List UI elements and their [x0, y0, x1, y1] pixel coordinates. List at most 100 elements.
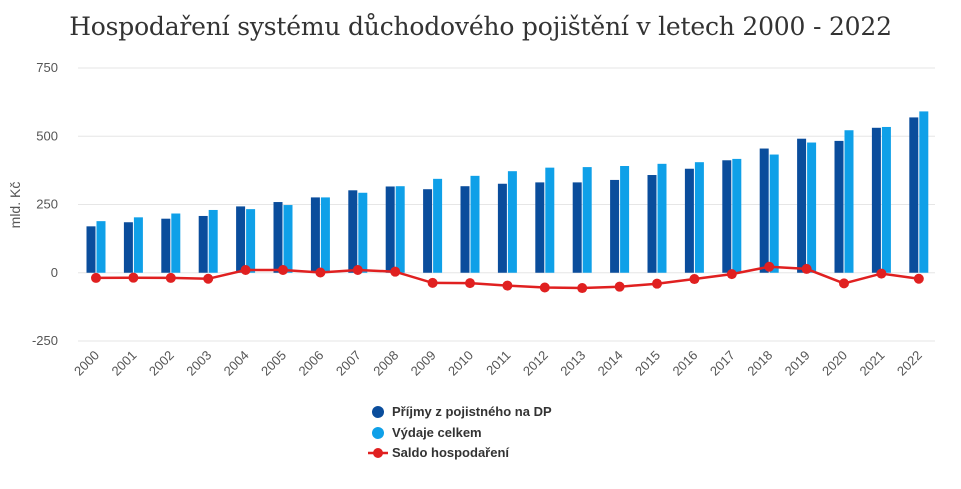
y-tick-label: -250: [32, 333, 58, 348]
saldo-point-2018: [764, 261, 775, 272]
bar-expenditure-2016: [694, 162, 704, 273]
saldo-point-2015: [652, 278, 662, 289]
bar-income-2017: [722, 160, 732, 273]
x-tick-label: 2004: [221, 348, 252, 379]
legend-marker-expenditure: [372, 427, 384, 439]
x-tick-label: 2020: [819, 348, 850, 379]
y-tick-label: 0: [51, 265, 58, 280]
saldo-point-2011: [502, 280, 513, 291]
bar-expenditure-2014: [620, 166, 630, 273]
x-tick-label: 2010: [445, 348, 476, 379]
bar-expenditure-2008: [395, 186, 405, 273]
bar-expenditure-2007: [358, 192, 368, 273]
saldo-point-2021: [876, 268, 887, 279]
x-tick-label: 2022: [894, 348, 925, 379]
bar-expenditure-2001: [133, 217, 143, 273]
x-tick-label: 2018: [744, 348, 775, 379]
bar-income-2019: [797, 138, 807, 273]
saldo-point-2016: [689, 274, 700, 285]
bar-expenditure-2012: [545, 167, 555, 273]
y-tick-label: 250: [36, 197, 58, 212]
bar-income-2013: [572, 182, 582, 273]
saldo-point-2003: [203, 273, 214, 284]
bar-income-2020: [834, 140, 844, 273]
bar-income-2016: [684, 168, 694, 273]
bar-expenditure-2000: [96, 221, 106, 273]
bar-income-2011: [497, 183, 507, 273]
x-tick-label: 2000: [71, 348, 102, 379]
bar-income-2010: [460, 186, 470, 273]
bar-income-2009: [423, 189, 433, 273]
bar-income-2014: [610, 179, 620, 273]
legend-label-income[interactable]: Příjmy z pojistného na DP: [392, 404, 552, 419]
saldo-point-2008: [390, 266, 401, 277]
bar-income-2003: [198, 215, 208, 273]
bar-expenditure-2018: [769, 154, 779, 273]
y-tick-label: 500: [36, 128, 58, 143]
x-tick-label: 2005: [258, 348, 289, 379]
legend-label-expenditure[interactable]: Výdaje celkem: [392, 425, 482, 440]
x-tick-label: 2001: [108, 348, 139, 379]
saldo-point-2012: [539, 282, 550, 293]
saldo-point-2014: [614, 281, 625, 292]
saldo-point-2020: [839, 278, 849, 289]
chart-title: Hospodaření systému důchodového pojištěn…: [69, 12, 892, 41]
x-tick-label: 2016: [669, 348, 700, 379]
bar-expenditure-2019: [807, 142, 817, 273]
x-tick-label: 2014: [595, 348, 626, 379]
bar-income-2001: [123, 222, 133, 273]
saldo-point-2002: [165, 272, 176, 283]
x-tick-label: 2017: [707, 348, 738, 379]
bar-income-2021: [871, 127, 881, 273]
bar-income-2022: [909, 117, 919, 273]
x-tick-label: 2009: [408, 348, 439, 379]
bar-expenditure-2011: [507, 171, 517, 273]
bar-expenditure-2020: [844, 130, 854, 273]
saldo-point-2000: [91, 272, 101, 283]
bar-expenditure-2021: [881, 126, 891, 273]
y-axis-label: mld. Kč: [7, 182, 23, 229]
bar-income-2000: [86, 226, 96, 273]
x-tick-label: 2011: [483, 348, 513, 378]
saldo-point-2009: [427, 277, 438, 288]
bar-income-2018: [759, 148, 769, 273]
bar-expenditure-2017: [732, 158, 742, 273]
saldo-point-2010: [465, 278, 475, 289]
bar-expenditure-2015: [657, 163, 667, 273]
bar-expenditure-2009: [433, 178, 443, 273]
bar-income-2006: [310, 197, 320, 273]
bar-expenditure-2013: [582, 167, 592, 273]
x-tick-label: 2015: [632, 348, 663, 379]
x-tick-label: 2019: [782, 348, 813, 379]
x-tick-label: 2002: [146, 348, 177, 379]
legend-label-saldo[interactable]: Saldo hospodaření: [392, 445, 509, 460]
legend-marker-income: [372, 406, 384, 418]
bar-expenditure-2004: [246, 209, 256, 273]
saldo-point-2019: [801, 263, 812, 274]
bar-income-2015: [647, 175, 657, 273]
x-tick-label: 2007: [333, 348, 364, 379]
x-tick-label: 2008: [370, 348, 401, 379]
legend-marker-saldo: [373, 448, 383, 458]
x-tick-label: 2021: [856, 348, 887, 379]
x-tick-label: 2003: [183, 348, 214, 379]
bar-income-2008: [385, 186, 395, 273]
saldo-point-2006: [315, 267, 326, 278]
y-tick-label: 750: [36, 60, 58, 75]
bar-income-2002: [161, 218, 171, 273]
bar-expenditure-2005: [283, 205, 293, 273]
x-tick-label: 2006: [295, 348, 326, 379]
bar-income-2012: [535, 182, 545, 273]
saldo-point-2001: [128, 272, 139, 283]
saldo-point-2022: [913, 273, 924, 284]
bar-expenditure-2006: [320, 197, 330, 273]
saldo-point-2017: [726, 269, 737, 280]
saldo-point-2007: [352, 265, 363, 276]
bar-expenditure-2002: [171, 213, 181, 273]
saldo-point-2005: [278, 265, 288, 276]
saldo-point-2004: [240, 265, 251, 276]
bar-income-2005: [273, 202, 283, 273]
bar-income-2004: [236, 206, 246, 273]
bar-expenditure-2003: [208, 209, 218, 273]
